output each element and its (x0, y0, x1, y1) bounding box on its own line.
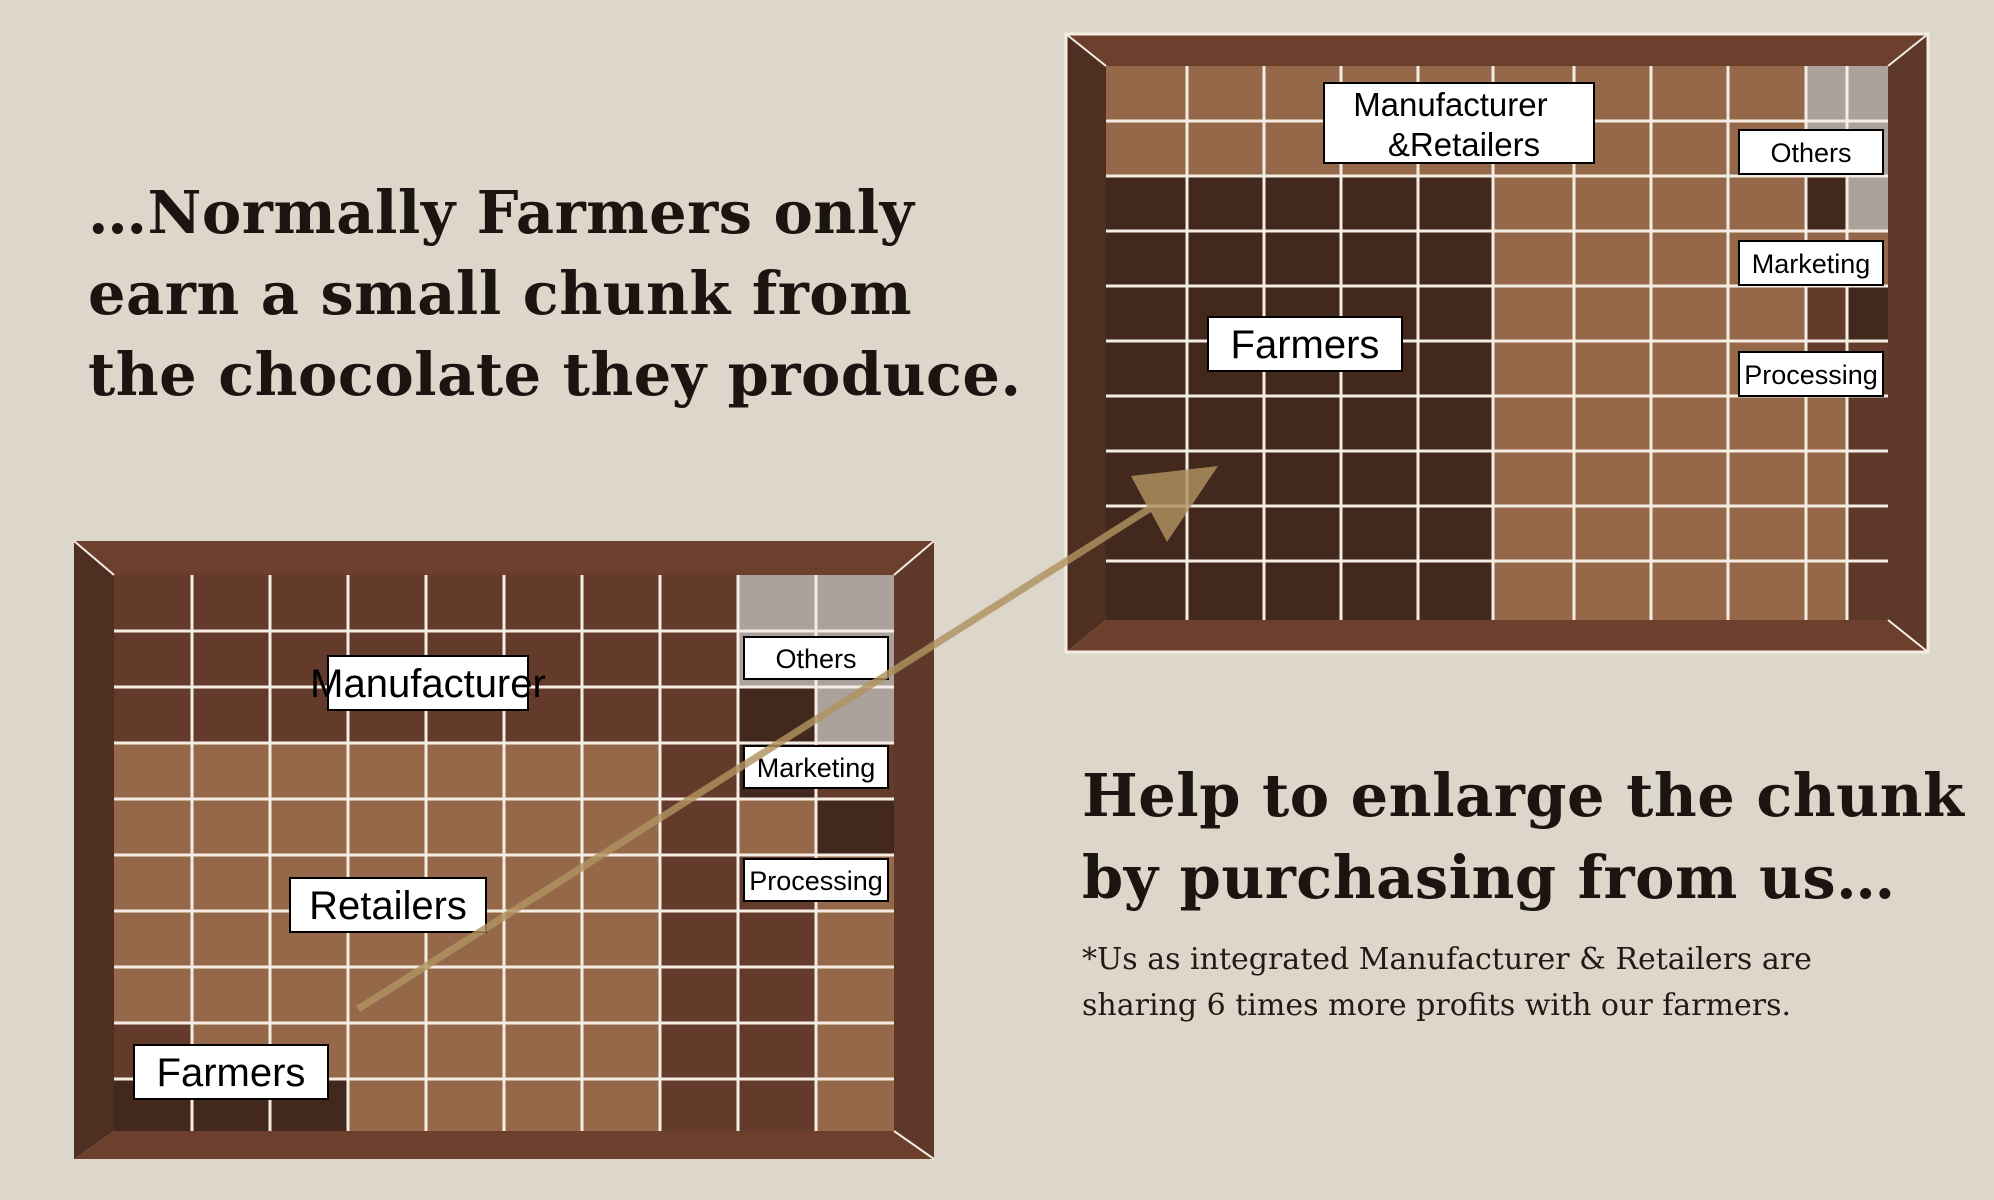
frame-bottom (74, 1131, 934, 1159)
frame-bottom (1066, 620, 1928, 652)
svg-text:Others: Others (1770, 138, 1851, 168)
label-manufacturer-retailers: Manufacturer &Retailers (1323, 82, 1595, 164)
label-processing: Processing (743, 858, 889, 902)
label-others: Others (743, 636, 889, 680)
frame-left (74, 541, 114, 1159)
svg-text:Farmers: Farmers (1231, 323, 1380, 367)
intro-heading: …Normally Farmers only earn a small chun… (88, 178, 1022, 409)
frame-right (894, 541, 934, 1159)
svg-text:Farmers: Farmers (157, 1051, 306, 1095)
svg-text:Processing: Processing (749, 866, 883, 896)
svg-text:Manufacturer: Manufacturer (310, 662, 546, 706)
frame-right (1888, 34, 1928, 652)
frame-top (74, 541, 934, 575)
svg-text:Processing: Processing (1744, 360, 1878, 390)
label-manufacturer: Manufacturer (310, 655, 546, 711)
svg-text:Retailers: Retailers (309, 884, 467, 928)
label-retailers: Retailers (289, 877, 487, 933)
frame-left (1066, 34, 1106, 652)
label-line-1: Manufacturer (1353, 86, 1547, 123)
chocolate-bar-before: Manufacturer Retailers Farmers Others Ma… (73, 540, 935, 1160)
label-marketing: Marketing (743, 745, 889, 789)
svg-text:Marketing: Marketing (1752, 249, 1871, 279)
label-processing: Processing (1738, 351, 1884, 397)
frame-top (1066, 34, 1928, 66)
label-manufacturer-retailers-text: Manufacturer &Retailers (1353, 86, 1557, 163)
call-to-action-heading: Help to enlarge the chunk by purchasing … (1082, 761, 1965, 912)
svg-text:Others: Others (775, 644, 856, 674)
label-marketing: Marketing (1738, 240, 1884, 286)
label-farmers: Farmers (133, 1044, 329, 1100)
label-line-2: &Retailers (1388, 126, 1540, 163)
svg-text:Marketing: Marketing (757, 753, 876, 783)
footnote-text: *Us as integrated Manufacturer & Retaile… (1082, 942, 1812, 1023)
label-others: Others (1738, 129, 1884, 175)
label-farmers: Farmers (1207, 316, 1403, 372)
chocolate-bar-after: Manufacturer &Retailers Farmers Others M… (1064, 32, 1930, 654)
